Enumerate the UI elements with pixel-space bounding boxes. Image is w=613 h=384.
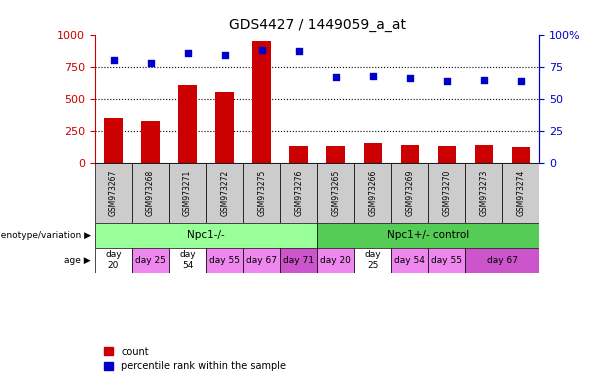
Bar	[178, 85, 197, 163]
Bar	[318, 163, 354, 223]
Bar	[318, 248, 354, 273]
Text: day
20: day 20	[105, 250, 122, 270]
Text: day 20: day 20	[321, 256, 351, 265]
Text: Npc1-/-: Npc1-/-	[187, 230, 225, 240]
Text: GSM973275: GSM973275	[257, 170, 266, 216]
Bar	[206, 163, 243, 223]
Point	[405, 75, 415, 81]
Bar	[364, 143, 382, 163]
Bar	[474, 145, 493, 163]
Bar	[95, 248, 132, 273]
Text: GSM973269: GSM973269	[405, 170, 414, 216]
Bar	[169, 248, 206, 273]
Bar	[503, 163, 539, 223]
Bar	[280, 248, 318, 273]
Text: GSM973270: GSM973270	[443, 170, 451, 216]
Bar	[206, 248, 243, 273]
Bar	[354, 163, 391, 223]
Point	[331, 74, 341, 80]
Bar	[95, 223, 318, 248]
Bar	[318, 223, 539, 248]
Text: GSM973274: GSM973274	[516, 170, 525, 216]
Point	[219, 52, 229, 58]
Bar	[512, 147, 530, 163]
Text: day 54: day 54	[394, 256, 425, 265]
Bar	[289, 146, 308, 163]
Bar	[428, 248, 465, 273]
Text: genotype/variation ▶: genotype/variation ▶	[0, 231, 91, 240]
Point	[109, 57, 118, 63]
Bar	[142, 121, 160, 163]
Text: day
54: day 54	[179, 250, 196, 270]
Bar	[354, 248, 391, 273]
Text: day 71: day 71	[283, 256, 314, 265]
Bar	[391, 163, 428, 223]
Legend: count, percentile rank within the sample: count, percentile rank within the sample	[100, 343, 290, 375]
Bar	[438, 146, 456, 163]
Bar	[253, 41, 271, 163]
Bar	[243, 248, 280, 273]
Point	[516, 78, 526, 84]
Bar	[215, 93, 234, 163]
Text: GSM973266: GSM973266	[368, 170, 377, 216]
Bar	[280, 163, 318, 223]
Bar	[243, 163, 280, 223]
Bar	[428, 163, 465, 223]
Point	[183, 50, 192, 56]
Text: day 55: day 55	[209, 256, 240, 265]
Point	[479, 76, 489, 83]
Bar	[95, 163, 132, 223]
Point	[442, 78, 452, 84]
Text: day 67: day 67	[487, 256, 518, 265]
Bar	[104, 118, 123, 163]
Point	[146, 60, 156, 66]
Point	[257, 47, 267, 53]
Bar	[391, 248, 428, 273]
Title: GDS4427 / 1449059_a_at: GDS4427 / 1449059_a_at	[229, 18, 406, 32]
Point	[294, 48, 303, 55]
Bar	[327, 146, 345, 163]
Text: GSM973267: GSM973267	[109, 170, 118, 216]
Text: GSM973276: GSM973276	[294, 170, 303, 216]
Bar	[169, 163, 206, 223]
Text: GSM973268: GSM973268	[146, 170, 155, 216]
Bar	[132, 163, 169, 223]
Text: GSM973272: GSM973272	[220, 170, 229, 216]
Bar	[465, 248, 539, 273]
Point	[368, 73, 378, 79]
Text: GSM973273: GSM973273	[479, 170, 489, 216]
Text: day
25: day 25	[365, 250, 381, 270]
Text: GSM973265: GSM973265	[331, 170, 340, 216]
Text: day 67: day 67	[246, 256, 277, 265]
Text: day 25: day 25	[135, 256, 166, 265]
Bar	[465, 163, 503, 223]
Text: age ▶: age ▶	[64, 256, 91, 265]
Text: day 55: day 55	[432, 256, 462, 265]
Text: Npc1+/- control: Npc1+/- control	[387, 230, 470, 240]
Text: GSM973271: GSM973271	[183, 170, 192, 216]
Bar	[132, 248, 169, 273]
Bar	[400, 144, 419, 163]
